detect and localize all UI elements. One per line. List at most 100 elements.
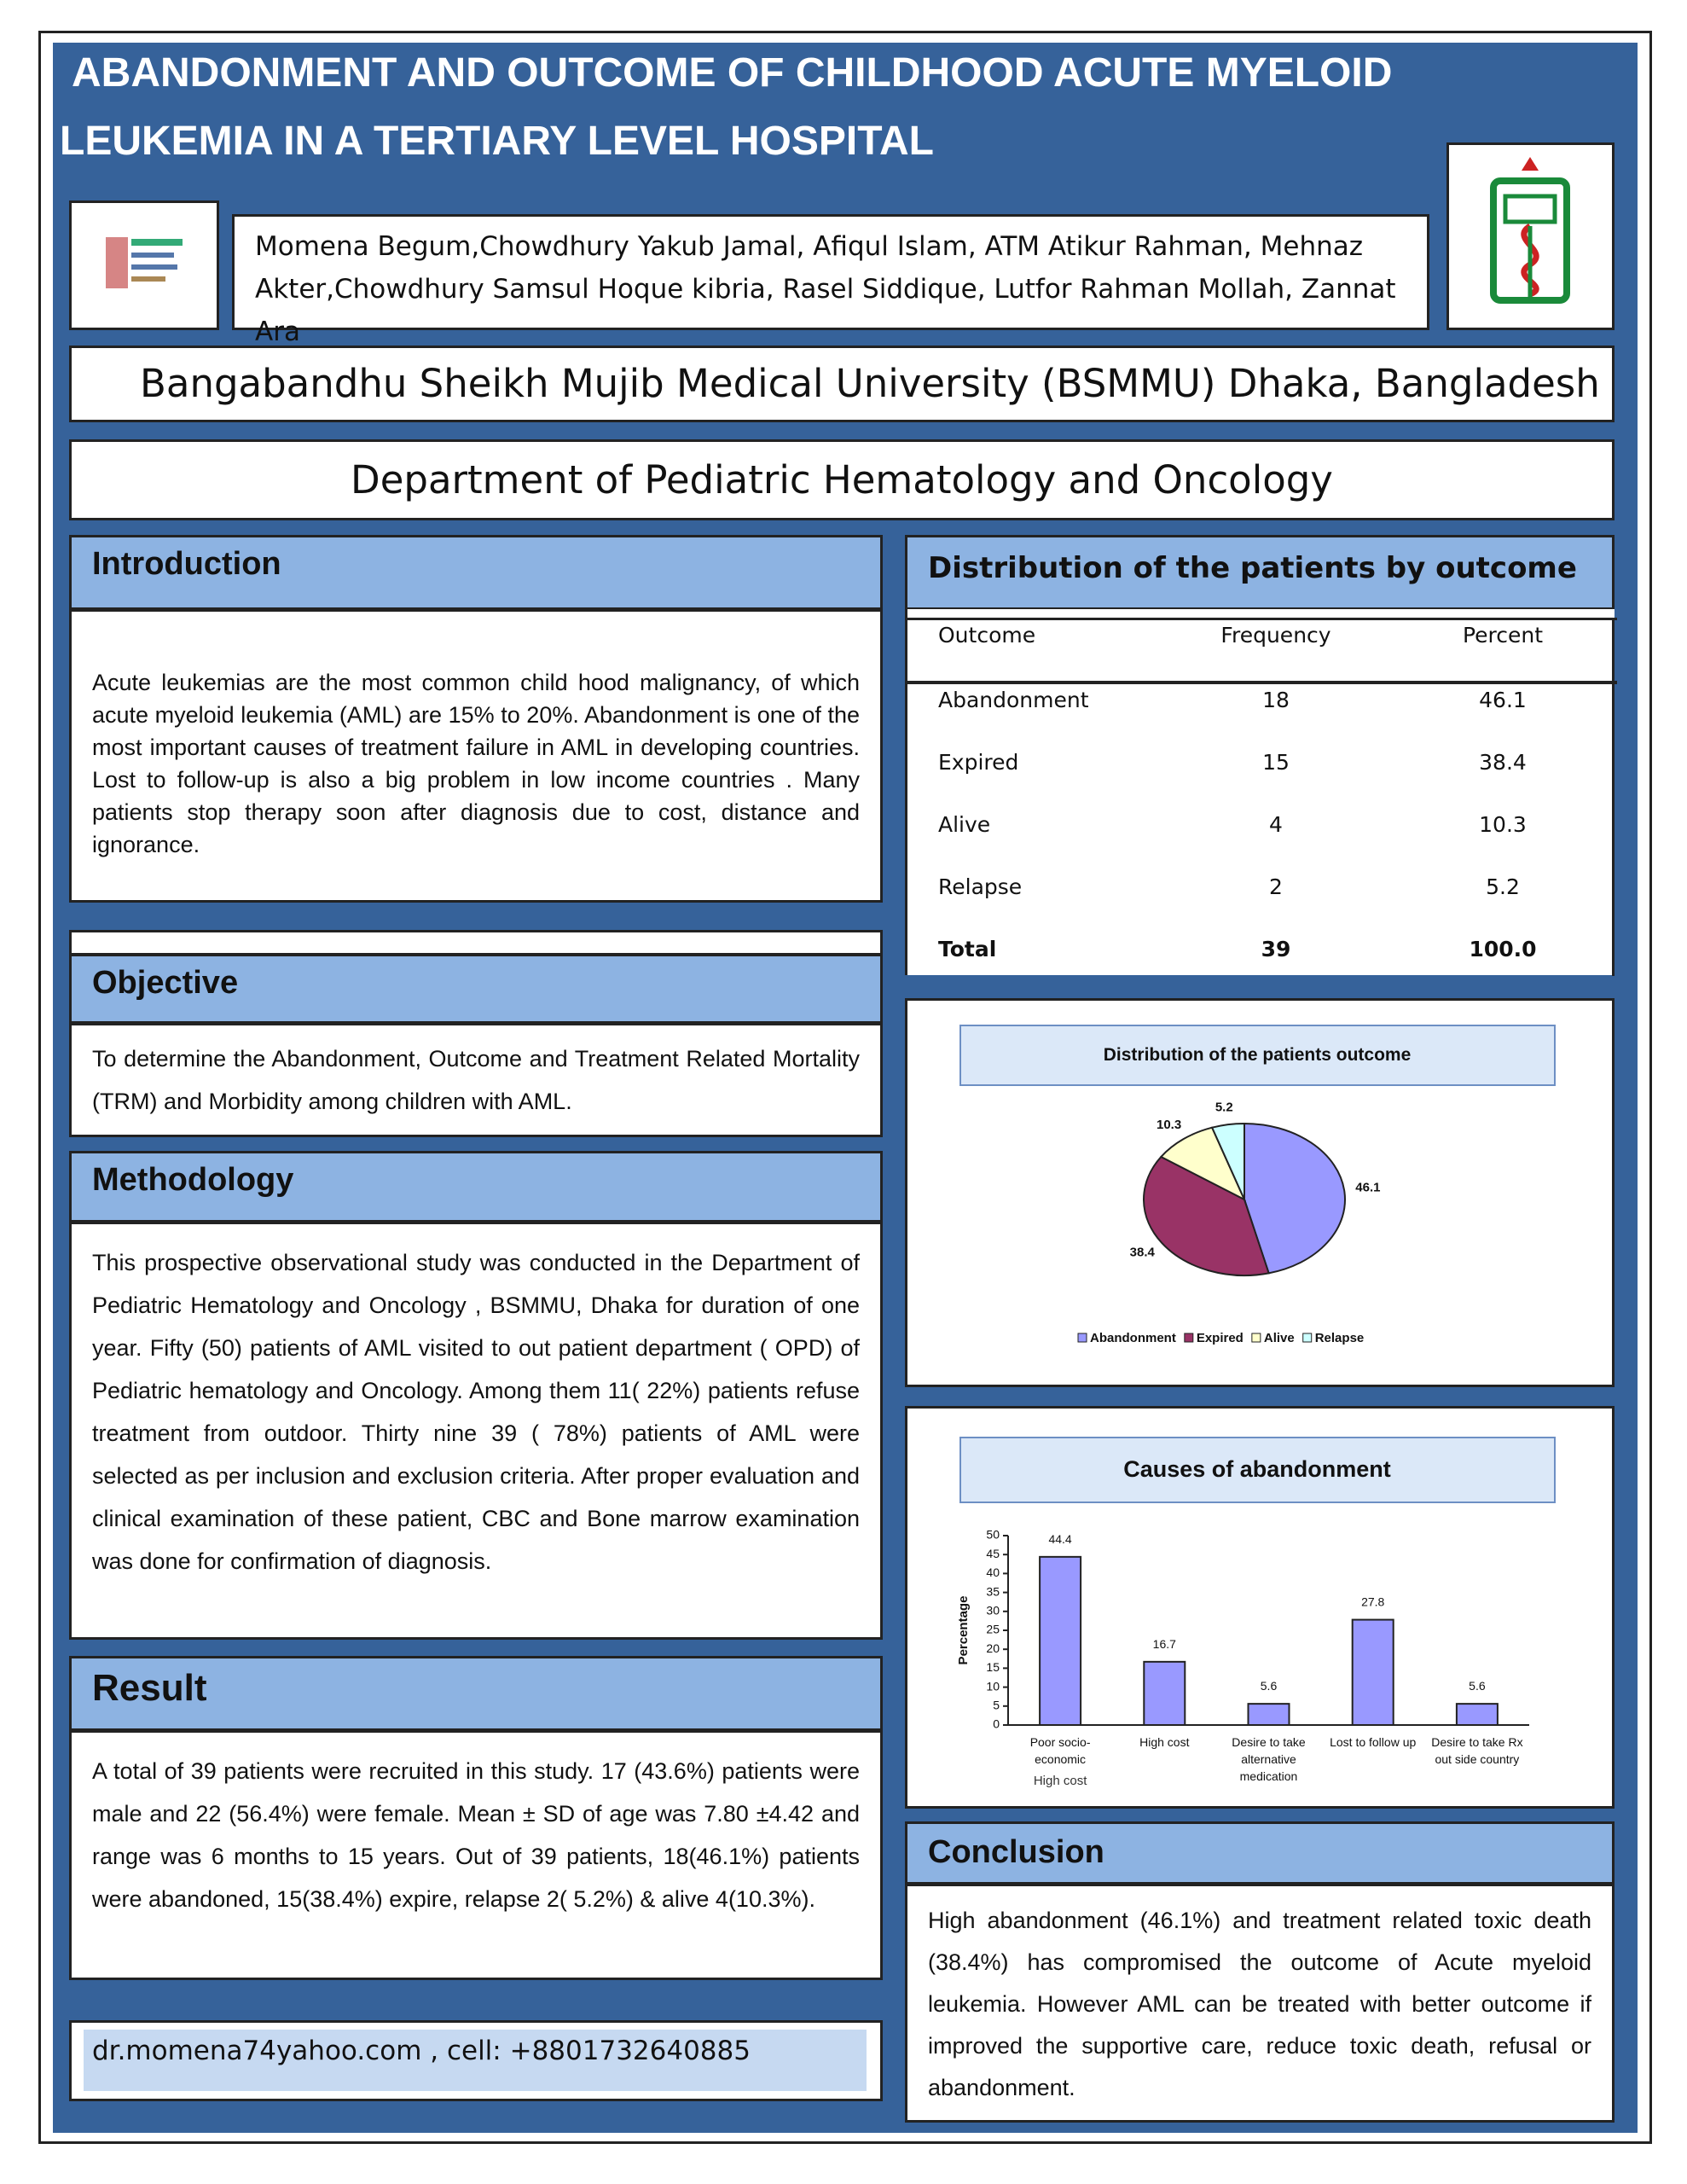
legend-swatch xyxy=(1251,1333,1261,1343)
y-tick-label: 50 xyxy=(986,1528,1000,1542)
legend-swatch xyxy=(1302,1333,1313,1343)
chart-title-banner xyxy=(959,1437,1556,1503)
table-rule xyxy=(907,618,1617,620)
data-label: 5.6 xyxy=(1261,1679,1278,1693)
y-tick-label: 0 xyxy=(993,1717,1000,1731)
bar-chart: Causes of abandonment 0 5 10 15 20 25 30 35 40 45 5… xyxy=(956,1437,1556,1788)
result-text: A total of 39 patients were recruited in… xyxy=(69,1730,883,1980)
pie-slice xyxy=(1210,1122,1245,1200)
x-tick-label: Poor socio-economic xyxy=(1029,1735,1091,1766)
congress-logo xyxy=(69,200,219,330)
data-label: 16.7 xyxy=(1153,1637,1176,1651)
bar-chart-box: Causes of abandonment 0 5 10 15 20 25 30 35 40 45 5… xyxy=(905,1406,1615,1809)
chart-title-banner xyxy=(959,1025,1556,1086)
data-label: 38.4 xyxy=(1130,1245,1156,1259)
y-tick-label: 25 xyxy=(986,1623,1000,1636)
bar xyxy=(1455,1703,1499,1726)
section-heading: Result xyxy=(69,1656,883,1731)
pie-slice xyxy=(1159,1126,1247,1202)
x-tick-label-box: Poor socio-economic xyxy=(1029,1735,1091,1766)
table-rule xyxy=(907,681,1617,684)
table-cell: 4 xyxy=(1269,812,1283,837)
y-tick-label: 10 xyxy=(986,1679,1000,1693)
legend-label: Alive xyxy=(1264,1331,1295,1345)
y-tick-label: 30 xyxy=(986,1604,1000,1618)
y-axis-label: Percentage xyxy=(956,1596,971,1665)
data-label: 46.1 xyxy=(1355,1181,1380,1195)
bar xyxy=(1143,1660,1186,1726)
authors: Momena Begum,Chowdhury Yakub Jamal, Afiq… xyxy=(232,214,1429,347)
y-tick-label: 45 xyxy=(986,1547,1000,1560)
data-label: 5.2 xyxy=(1215,1100,1233,1114)
section-heading: Distribution of the patients by outcome xyxy=(905,535,1615,610)
legend-label: Relapse xyxy=(1315,1331,1365,1345)
pie-slice xyxy=(1244,1122,1346,1275)
data-label: 27.8 xyxy=(1361,1595,1384,1609)
y-tick-label: 5 xyxy=(993,1699,1000,1712)
methodology-text: This prospective observational study was… xyxy=(69,1222,883,1640)
legend-swatch xyxy=(1184,1333,1194,1343)
title-line: ABANDONMENT AND OUTCOME OF CHILDHOOD ACU… xyxy=(72,50,1393,96)
table-cell: Expired xyxy=(938,750,1019,775)
poster-frame xyxy=(38,31,1652,2144)
authors-text: Momena Begum,Chowdhury Yakub Jamal, Afiq… xyxy=(255,231,1396,347)
y-tick-label: 35 xyxy=(986,1584,1000,1598)
legend-label: Abandonment xyxy=(1090,1331,1176,1345)
department: Department of Pediatric Hematology and O… xyxy=(69,439,1615,520)
table-cell: Total xyxy=(938,937,997,961)
data-label: 5.6 xyxy=(1469,1679,1486,1693)
table-cell: Alive xyxy=(938,812,991,837)
table-cell: 10.3 xyxy=(1479,812,1527,837)
introduction-text: Acute leukemias are the most common chil… xyxy=(69,609,883,903)
y-tick-label: 15 xyxy=(986,1660,1000,1674)
chart-title: Causes of abandonment xyxy=(1123,1456,1391,1482)
y-tick-label: 20 xyxy=(986,1641,1000,1655)
table-cell: 100.0 xyxy=(1469,937,1537,961)
legend-label: Expired xyxy=(1197,1331,1244,1345)
table-cell: 15 xyxy=(1262,750,1290,775)
x-tick-label-box: Desire to take alternative medication xyxy=(1232,1735,1306,1783)
y-tick-label: 40 xyxy=(986,1565,1000,1579)
chart-title: Distribution of the patients outcome xyxy=(1104,1045,1412,1065)
table-header-cell: Percent xyxy=(1462,623,1544,648)
outcome-table: Outcome Frequency Percent Abandonment 18 46.1… xyxy=(905,609,1617,976)
data-label: 44.4 xyxy=(1048,1532,1071,1546)
contact-box: dr.momena74yahoo.com , cell: +8801732640… xyxy=(69,2020,883,2101)
contact: dr.momena74yahoo.com , cell: +8801732640… xyxy=(84,2030,867,2091)
pie-slice xyxy=(1143,1155,1270,1276)
bar xyxy=(1351,1618,1394,1726)
table-cell: 46.1 xyxy=(1479,688,1527,712)
x-tick-label: Desire to take Rx out side country xyxy=(1431,1735,1523,1766)
x-axis-label: High cost xyxy=(1034,1774,1087,1788)
pie-chart: Distribution of the patients outcome 46.1… xyxy=(959,1025,1556,1345)
x-tick-label: High cost xyxy=(1139,1735,1190,1749)
table-rule xyxy=(1612,618,1615,976)
x-tick-label-box: High cost xyxy=(1139,1735,1190,1749)
x-tick-label-box: Lost to follow up xyxy=(1330,1735,1417,1749)
table-cell: Abandonment xyxy=(938,688,1089,712)
table-header-cell: Outcome xyxy=(938,623,1036,648)
spacer xyxy=(69,930,883,956)
logo-graphic xyxy=(1490,157,1570,304)
legend-swatch xyxy=(1077,1333,1087,1343)
conclusion-text: High abandonment (46.1%) and treatment r… xyxy=(905,1884,1615,2123)
table-cell: 2 xyxy=(1269,874,1283,899)
section-heading: Conclusion xyxy=(905,1821,1615,1885)
section-heading: Introduction xyxy=(69,535,883,610)
table-cell: 38.4 xyxy=(1479,750,1527,775)
logo-graphic xyxy=(106,237,183,288)
affiliation: Bangabandhu Sheikh Mujib Medical Univers… xyxy=(69,346,1615,422)
x-tick-label: Desire to take alternative medication xyxy=(1232,1735,1306,1783)
bar xyxy=(1247,1703,1290,1726)
x-tick-label: Lost to follow up xyxy=(1330,1735,1417,1749)
objective-text: To determine the Abandonment, Outcome an… xyxy=(69,1023,883,1137)
table-cell: 18 xyxy=(1262,688,1290,712)
x-tick-label-box: Desire to take Rx out side country xyxy=(1431,1735,1523,1766)
table-cell: Relapse xyxy=(938,874,1023,899)
section-heading: Methodology xyxy=(69,1151,883,1223)
table-cell: 39 xyxy=(1261,937,1291,961)
title-line: LEUKEMIA IN A TERTIARY LEVEL HOSPITAL xyxy=(60,119,934,164)
section-heading: Objective xyxy=(69,954,883,1024)
bar xyxy=(1039,1555,1082,1726)
table-header-cell: Frequency xyxy=(1220,623,1331,648)
